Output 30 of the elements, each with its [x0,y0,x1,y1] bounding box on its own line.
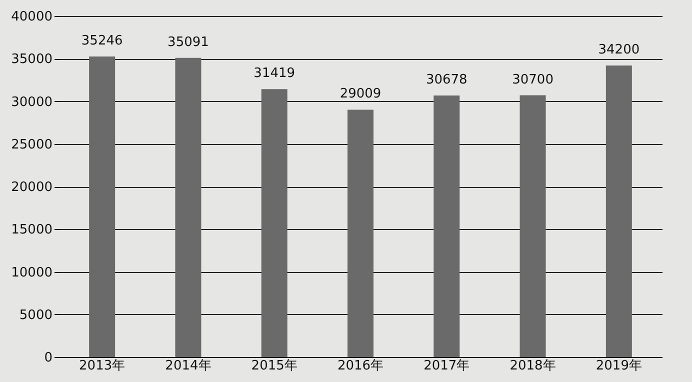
data-label: 34200 [598,42,640,58]
x-tick-label: 2018年 [510,358,556,374]
y-tick-label: 30000 [11,94,52,110]
x-tick-label: 2019年 [596,358,642,374]
x-tick-label: 2013年 [79,358,126,374]
bar [606,65,632,357]
y-tick-label: 20000 [11,180,52,195]
data-label: 30678 [426,72,468,88]
x-tick-label: 2017年 [424,358,470,374]
x-tick-label: 2014年 [165,358,212,374]
y-tick-label: 0 [44,350,52,366]
y-tick-label: 15000 [11,222,52,238]
data-label: 30700 [512,72,554,88]
bar [261,89,288,357]
y-tick-label: 25000 [11,137,52,152]
data-label: 35091 [168,34,209,50]
y-tick-label: 10000 [11,265,52,280]
y-tick-label: 40000 [11,10,52,24]
bar [89,56,116,357]
bar [520,95,546,357]
y-tick-label: 35000 [11,52,52,68]
bar [175,58,202,357]
data-label: 29009 [340,86,382,102]
data-label: 31419 [254,66,296,82]
bar [434,95,460,357]
y-tick-label: 5000 [19,308,52,323]
x-tick-label: 2016年 [337,358,384,374]
x-tick-label: 2015年 [251,358,298,374]
data-label: 35246 [81,34,123,49]
bar [348,110,374,357]
